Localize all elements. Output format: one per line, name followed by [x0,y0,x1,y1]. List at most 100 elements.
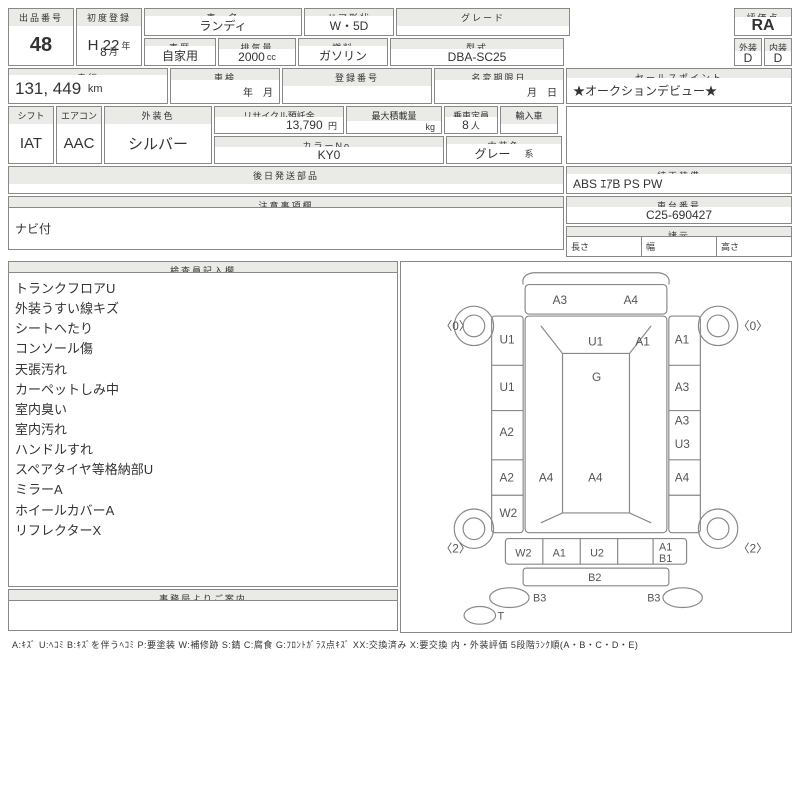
inspector-line: コンソール傷 [15,339,391,359]
disp-hdr: 排気量 [219,39,295,49]
inspector-line: ホイールカバーA [15,501,391,521]
svg-text:B3: B3 [533,593,546,605]
colno-val: KY0 [215,147,443,163]
svg-text:A2: A2 [500,470,514,484]
inspector-line: 室内汚れ [15,420,391,440]
svg-text:U2: U2 [590,547,604,559]
reg-month: 8月 [77,38,141,65]
int-hdr: 内装 [765,39,791,51]
svg-text:〈0〉: 〈0〉 [738,319,768,333]
score-val: RA [735,17,791,35]
dim-w: 幅 [642,237,717,257]
cap-val: 8人 [445,117,497,133]
svg-text:U1: U1 [500,333,515,347]
colno-hdr: カラーNo. [215,137,443,147]
sales-val: ★オークションデビュー★ [567,78,791,103]
dims-hdr: 諸元 [567,227,791,236]
lot-val: 48 [9,26,73,65]
inspector-line: カーペットしみ中 [15,380,391,400]
inspector-line: 室内臭い [15,400,391,420]
hist-val: 自家用 [145,46,215,65]
name-hdr: 車 名 [145,9,301,16]
svg-text:A4: A4 [539,470,554,484]
svg-text:A2: A2 [500,425,514,439]
import-hdr: 輸入車 [501,107,557,124]
load-val: kg [347,121,441,133]
ext-val: D [735,51,761,65]
recycle-val: 13,790 円 [215,117,343,133]
recycle-hdr: リサイクル預託金 [215,107,343,117]
door-hdr: ドア形状 [305,9,393,16]
svg-text:B3: B3 [647,593,660,605]
regno-val [283,86,431,103]
shift-val: IAT [9,124,53,163]
inspector-line: 外装うすい線キズ [15,299,391,319]
svg-text:〈0〉: 〈0〉 [440,319,470,333]
svg-text:A3: A3 [675,380,690,394]
shift-hdr: シフト [9,107,53,124]
parts-hdr: 後日発送部品 [9,167,563,184]
int-val: D [765,51,791,65]
svg-text:A1: A1 [675,333,689,347]
svg-text:W2: W2 [515,547,531,559]
svg-text:G: G [592,370,601,384]
sales-hdr: セールスポイント [567,69,791,78]
svg-text:A1: A1 [553,547,566,559]
fuel-hdr: 燃料 [299,39,387,46]
lot-hdr: 出品番号 [9,9,73,26]
svg-text:A3: A3 [553,293,568,307]
intcol-val: グレー 系 [447,144,561,163]
ext-hdr: 外装 [735,39,761,51]
model-val: DBA-SC25 [391,49,563,65]
import-val [501,124,557,133]
grade-val [397,26,569,35]
ac-val: AAC [57,124,101,163]
inspector-line: シートへたり [15,319,391,339]
dim-l: 長さ [566,237,642,257]
svg-text:〈2〉: 〈2〉 [738,541,768,555]
name-val: ランディ [145,16,301,35]
notes-val: ナビ付 [9,208,563,249]
damage-diagram: A3 A4 〈0〉 〈0〉 U [400,261,792,633]
equip-val: ABS ｴｱB PS PW [567,174,791,193]
auction-sheet: 出品番号 48 初度登録 H 22年 車 名 ランディ ドア形状 W・5D グレ… [8,8,792,654]
svg-text:A4: A4 [588,470,603,484]
extcol-hdr: 外装色 [105,107,211,124]
office-hdr: 事務局よりご案内 [9,590,397,600]
svg-text:U1: U1 [588,335,603,349]
hist-hdr: 車歴 [145,39,215,46]
svg-text:A4: A4 [675,470,690,484]
ac-hdr: エアコン [57,107,101,124]
inspector-line: ハンドルすれ [15,440,391,460]
extcol-val: シルバー [105,124,211,163]
svg-text:W2: W2 [500,506,518,520]
intcol-hdr: 内装色 [447,137,561,144]
svg-text:A3: A3 [675,413,690,427]
disp-val: 2000cc [219,49,295,65]
inspector-line: トランクフロアU [15,279,391,299]
equip-hdr: 純正装備 [567,167,791,174]
load-hdr: 最大積載量 [347,107,441,121]
regno-hdr: 登録番号 [283,69,431,86]
svg-text:B1: B1 [659,553,672,565]
svg-text:U3: U3 [675,437,691,451]
inspector-line: リフレクターX [15,521,391,541]
svg-text:U1: U1 [500,380,515,394]
inspector-line: ミラーA [15,480,391,500]
model-hdr: 型式 [391,39,563,49]
expire-hdr: 名変期限日 [435,69,563,80]
inspector-line: スペアタイヤ等格納部U [15,460,391,480]
inspector-line: 天張汚れ [15,360,391,380]
expire-val: 月 日 [435,80,563,103]
vin-hdr: 車台番号 [567,197,791,207]
dim-h: 高さ [717,237,792,257]
svg-text:A1: A1 [635,335,649,349]
reg-hdr: 初度登録 [77,9,141,26]
svg-text:B2: B2 [588,572,601,584]
score-hdr: 評価点 [735,9,791,17]
notes-hdr: 注意事項欄 [9,197,563,207]
insp-hdr: 検査員記入欄 [9,262,397,272]
grade-hdr: グレード [397,9,569,26]
svg-text:A1: A1 [659,541,672,553]
svg-text:T: T [498,610,505,622]
